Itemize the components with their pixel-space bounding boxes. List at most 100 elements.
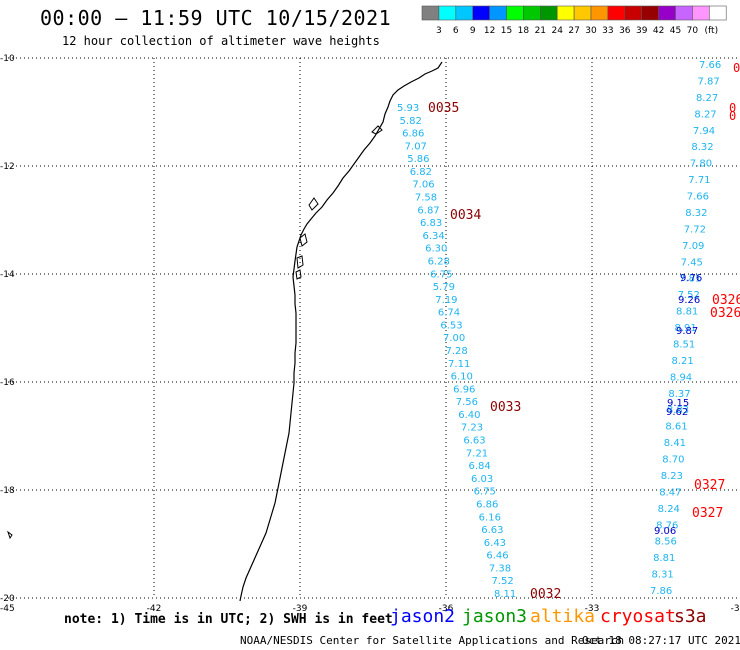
- wave-height-value: 8.81: [653, 553, 675, 564]
- legend-tick-label: 30: [585, 26, 597, 36]
- wave-height-value: 7.81: [679, 274, 701, 285]
- wave-height-value: 8.70: [662, 455, 684, 466]
- legend-tick-label: 15: [501, 26, 512, 36]
- satellite-cryosat-label: cryosat: [600, 606, 676, 627]
- legend-swatch: [708, 5, 727, 21]
- legend-tick-label: 36: [619, 26, 631, 36]
- wave-height-value: 7.21: [466, 448, 488, 459]
- wave-height-value: 8.81: [676, 307, 698, 318]
- coastline: [239, 61, 443, 602]
- wave-height-value: 6.28: [428, 256, 450, 267]
- wave-height-value: 6.63: [481, 525, 503, 536]
- satellite-s3a-label: s3a: [674, 606, 707, 627]
- wave-height-value: 9.87: [676, 326, 698, 337]
- wave-height-value: 6.86: [476, 499, 498, 510]
- wave-height-value: 6.63: [463, 436, 485, 447]
- legend-tick-label: (ft): [705, 26, 719, 36]
- latitude-label: -12: [0, 162, 15, 172]
- wave-height-value: 6.03: [471, 474, 493, 485]
- longitude-label: -36: [439, 604, 454, 614]
- wave-height-value: 8.32: [691, 142, 713, 153]
- wave-height-value: 8.47: [659, 487, 681, 498]
- wave-height-value: 5.93: [397, 103, 419, 114]
- wave-height-value: 7.86: [650, 586, 672, 597]
- wave-height-value: 6.75: [474, 487, 496, 498]
- legend-tick-label: 6: [453, 26, 459, 36]
- satellite-altika-label: altika: [530, 606, 596, 627]
- legend-tick-label: 70: [687, 26, 699, 36]
- wave-height-value: 6.83: [420, 218, 442, 229]
- wave-height-value: 5.79: [433, 282, 455, 293]
- pass-time-label: 0327: [692, 506, 723, 521]
- wave-height-value: 6.16: [479, 512, 501, 523]
- wave-height-value: 7.28: [446, 346, 468, 357]
- wave-height-value: 7.87: [697, 76, 719, 87]
- wave-height-value: 5.86: [407, 154, 429, 165]
- pass-time-label: 0326: [712, 293, 740, 308]
- wave-height-value: 9.15: [667, 398, 689, 409]
- coastline-detail: [296, 255, 304, 269]
- wave-height-value: 7.07: [405, 141, 427, 152]
- wave-height-value: 7.71: [688, 175, 710, 186]
- wave-height-value: 8.56: [655, 537, 677, 548]
- legend-tick-label: 45: [670, 26, 681, 36]
- wave-height-value: 8.61: [665, 422, 687, 433]
- color-scale-legend: 3 6 9 12 15 18 21 24 27 30 33 36 39 42 45 70 (ft): [421, 5, 727, 36]
- wave-height-value: 9.06: [654, 526, 676, 537]
- wave-height-value: 8.11: [494, 589, 516, 600]
- pass-time-label: 0032: [530, 587, 561, 602]
- wave-height-value: 5.82: [400, 116, 422, 127]
- wave-height-value: 6.87: [417, 205, 439, 216]
- satellite-jason2-label: jason2: [390, 606, 456, 627]
- latitude-label: -10: [0, 54, 15, 64]
- wave-height-value: 7.80: [690, 159, 712, 170]
- wave-height-value: 7.66: [699, 60, 721, 71]
- footer-credit: NOAA/NESDIS Center for Satellite Applica…: [240, 634, 625, 647]
- pass-time-label: 0033: [490, 400, 521, 415]
- wave-height-value: 8.27: [696, 93, 718, 104]
- coastline-detail: [7, 530, 13, 540]
- wave-height-value: 9.26: [678, 295, 700, 306]
- wave-height-value: 6.53: [440, 320, 462, 331]
- wave-height-value: 8.94: [670, 372, 692, 383]
- wave-height-value: 7.45: [681, 257, 703, 268]
- wave-height-value: 8.24: [658, 504, 680, 515]
- wave-height-value: 6.82: [410, 167, 432, 178]
- legend-tick-label: 24: [551, 26, 563, 36]
- wave-height-value: 8.83: [667, 405, 689, 416]
- pass-time-label-clipped: 0: [729, 101, 736, 115]
- latitude-label: -18: [0, 486, 15, 496]
- latitude-label: -14: [0, 270, 15, 280]
- satellite-jason3-label: jason3: [462, 606, 528, 627]
- wave-height-value: 8.32: [685, 208, 707, 219]
- latitude-label: -16: [0, 378, 15, 388]
- wave-height-value: 7.11: [448, 359, 470, 370]
- wave-height-value: 7.23: [461, 423, 483, 434]
- legend-tick-label: 39: [636, 26, 648, 36]
- coastline-detail: [299, 233, 308, 247]
- pass-time-label-clipped: 0: [729, 109, 736, 123]
- map-title: 00:00 — 11:59 UTC 10/15/2021: [40, 6, 392, 30]
- wave-height-value: 8.76: [656, 520, 678, 531]
- wave-height-value: 7.38: [489, 563, 511, 574]
- footer-timestamp: Oct 18 08:27:17 UTC 2021: [582, 634, 740, 647]
- legend-tick-label: 21: [535, 26, 546, 36]
- note-text: note: 1) Time is in UTC; 2) SWH is in fe…: [64, 612, 393, 627]
- wave-height-value: 7.58: [415, 193, 437, 204]
- wave-height-value: 8.41: [664, 438, 686, 449]
- wave-height-value: 6.10: [451, 372, 473, 383]
- wave-height-value: 9.76: [680, 273, 702, 284]
- wave-height-value: 7.52: [491, 576, 513, 587]
- legend-tick-label: 42: [653, 26, 664, 36]
- wave-height-value: 7.06: [412, 180, 434, 191]
- wave-height-value: 6.46: [486, 551, 508, 562]
- legend-tick-label: 33: [602, 26, 613, 36]
- wave-height-value: 7.72: [684, 224, 706, 235]
- wave-height-value: 7.66: [687, 192, 709, 203]
- wave-height-value: 7.09: [682, 241, 704, 252]
- wave-height-value: 8.21: [671, 356, 693, 367]
- latitude-label: -20: [0, 594, 15, 604]
- wave-height-value: 6.40: [458, 410, 480, 421]
- wave-height-value: 6.34: [423, 231, 445, 242]
